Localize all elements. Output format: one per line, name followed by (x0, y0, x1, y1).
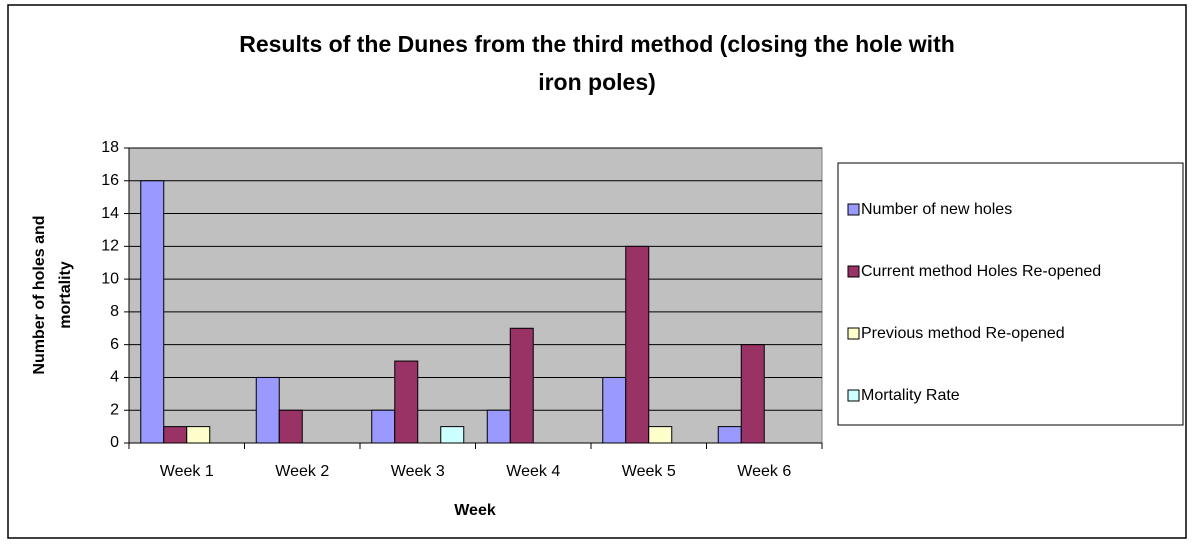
legend-swatch (847, 265, 860, 278)
y-axis-title: mortality (57, 261, 74, 329)
bar (509, 327, 534, 444)
y-tick-label: 18 (101, 139, 119, 156)
bar (371, 409, 396, 444)
bar (255, 376, 280, 444)
legend-label: Previous method Re-opened (861, 325, 1065, 342)
x-tick-label: Week 6 (737, 463, 791, 480)
chart-title: Results of the Dunes from the third meth… (239, 31, 955, 57)
y-tick-label: 16 (101, 172, 119, 189)
legend-swatch (847, 389, 860, 402)
y-axis-title: Number of holes and (31, 215, 48, 374)
x-tick-label: Week 5 (622, 463, 676, 480)
legend-label: Number of new holes (861, 201, 1012, 218)
bar (740, 344, 765, 444)
x-tick-label: Week 1 (160, 463, 214, 480)
legend-label: Mortality Rate (861, 387, 960, 404)
bar (440, 426, 465, 444)
chart-title: iron poles) (538, 69, 656, 95)
x-axis-title: Week (454, 502, 496, 519)
bar (186, 426, 211, 444)
bar (278, 409, 303, 444)
y-tick-label: 2 (110, 401, 119, 418)
x-tick-label: Week 4 (506, 463, 560, 480)
x-tick-label: Week 3 (391, 463, 445, 480)
bar (394, 360, 419, 444)
legend (837, 162, 1184, 426)
y-tick-label: 6 (110, 336, 119, 353)
plot-area (128, 147, 823, 444)
x-tick-label: Week 2 (275, 463, 329, 480)
y-tick-label: 12 (101, 238, 119, 255)
bar (648, 426, 673, 444)
bar (717, 426, 742, 444)
legend-swatch (847, 327, 860, 340)
bar (140, 180, 165, 444)
y-tick-label: 4 (110, 369, 119, 386)
bar (163, 426, 188, 444)
y-tick-label: 14 (101, 205, 119, 222)
bar (486, 409, 511, 444)
y-tick-label: 8 (110, 303, 119, 320)
bar (625, 245, 650, 444)
bar (602, 376, 627, 444)
y-tick-label: 0 (110, 434, 119, 451)
y-tick-label: 10 (101, 270, 119, 287)
legend-swatch (847, 203, 860, 216)
legend-label: Current method Holes Re-opened (861, 263, 1101, 280)
